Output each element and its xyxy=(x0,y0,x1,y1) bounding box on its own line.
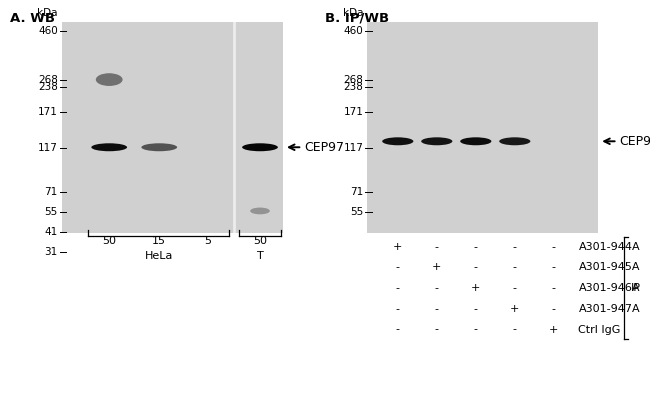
Text: A301-947A: A301-947A xyxy=(578,304,640,314)
Text: 268: 268 xyxy=(343,74,363,85)
Text: -: - xyxy=(396,304,400,314)
Text: -: - xyxy=(396,324,400,335)
Text: -: - xyxy=(552,242,556,252)
Bar xyxy=(367,22,598,233)
Text: -: - xyxy=(552,304,556,314)
Text: A. WB: A. WB xyxy=(10,12,55,25)
Text: 117: 117 xyxy=(38,143,58,154)
Text: -: - xyxy=(435,324,439,335)
Text: +: + xyxy=(432,262,441,273)
Text: 460: 460 xyxy=(344,25,363,36)
Ellipse shape xyxy=(460,137,491,145)
Text: kDa: kDa xyxy=(37,8,58,18)
Text: -: - xyxy=(513,324,517,335)
Text: A301-946A: A301-946A xyxy=(578,283,640,293)
Ellipse shape xyxy=(250,208,270,214)
Ellipse shape xyxy=(91,143,127,151)
Text: -: - xyxy=(435,283,439,293)
Text: -: - xyxy=(474,242,478,252)
Text: 41: 41 xyxy=(45,226,58,237)
Text: +: + xyxy=(510,304,519,314)
Text: +: + xyxy=(549,324,558,335)
Text: 238: 238 xyxy=(343,82,363,92)
Text: -: - xyxy=(552,283,556,293)
Bar xyxy=(62,22,283,233)
Text: CEP97: CEP97 xyxy=(619,135,650,148)
Text: -: - xyxy=(474,324,478,335)
Text: 5: 5 xyxy=(205,236,211,246)
Ellipse shape xyxy=(142,143,177,151)
Text: A301-945A: A301-945A xyxy=(578,262,640,273)
Text: -: - xyxy=(513,262,517,273)
Text: -: - xyxy=(474,262,478,273)
Text: -: - xyxy=(513,242,517,252)
Text: -: - xyxy=(396,283,400,293)
Ellipse shape xyxy=(242,143,278,151)
Text: 71: 71 xyxy=(350,187,363,197)
Text: IP: IP xyxy=(630,283,640,293)
Text: 238: 238 xyxy=(38,82,58,92)
Text: 55: 55 xyxy=(45,207,58,217)
Text: kDa: kDa xyxy=(343,8,363,18)
Text: -: - xyxy=(435,242,439,252)
Ellipse shape xyxy=(382,137,413,145)
Text: 171: 171 xyxy=(38,107,58,117)
Ellipse shape xyxy=(96,73,123,86)
Text: 31: 31 xyxy=(45,246,58,257)
Text: 55: 55 xyxy=(350,207,363,217)
Text: 50: 50 xyxy=(253,236,267,246)
Ellipse shape xyxy=(499,137,530,145)
Text: 15: 15 xyxy=(152,236,166,246)
Text: B. IP/WB: B. IP/WB xyxy=(325,12,389,25)
Text: 268: 268 xyxy=(38,74,58,85)
Text: 460: 460 xyxy=(38,25,58,36)
Text: -: - xyxy=(513,283,517,293)
Text: HeLa: HeLa xyxy=(144,250,173,261)
Text: -: - xyxy=(435,304,439,314)
Text: 50: 50 xyxy=(102,236,116,246)
Text: 71: 71 xyxy=(45,187,58,197)
Text: -: - xyxy=(474,304,478,314)
Text: A301-944A: A301-944A xyxy=(578,242,640,252)
Text: 171: 171 xyxy=(343,107,363,117)
Text: T: T xyxy=(257,250,263,261)
Text: -: - xyxy=(552,262,556,273)
Text: Ctrl IgG: Ctrl IgG xyxy=(578,324,621,335)
Text: +: + xyxy=(471,283,480,293)
Text: -: - xyxy=(396,262,400,273)
Ellipse shape xyxy=(421,137,452,145)
Text: CEP97: CEP97 xyxy=(304,141,345,154)
Text: 117: 117 xyxy=(343,143,363,154)
Text: +: + xyxy=(393,242,402,252)
